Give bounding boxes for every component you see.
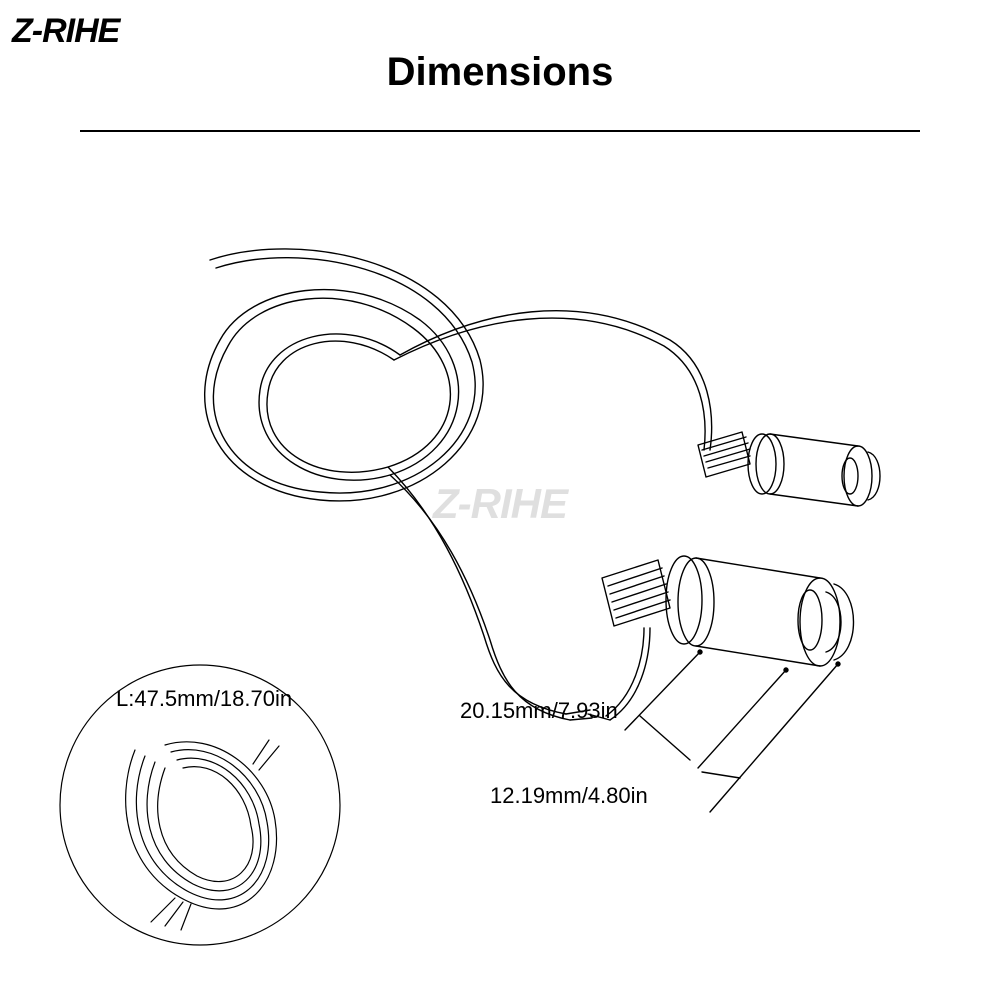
cable-length-label: L:47.5mm/18.70in <box>116 686 292 712</box>
page-title: Dimensions <box>0 50 1000 95</box>
brand-logo: Z-RIHE <box>12 12 119 51</box>
dimension-width-label: 12.19mm/4.80in <box>490 783 648 809</box>
dimension-height-label: 20.15mm/7.93in <box>460 698 618 724</box>
title-divider <box>80 130 920 132</box>
